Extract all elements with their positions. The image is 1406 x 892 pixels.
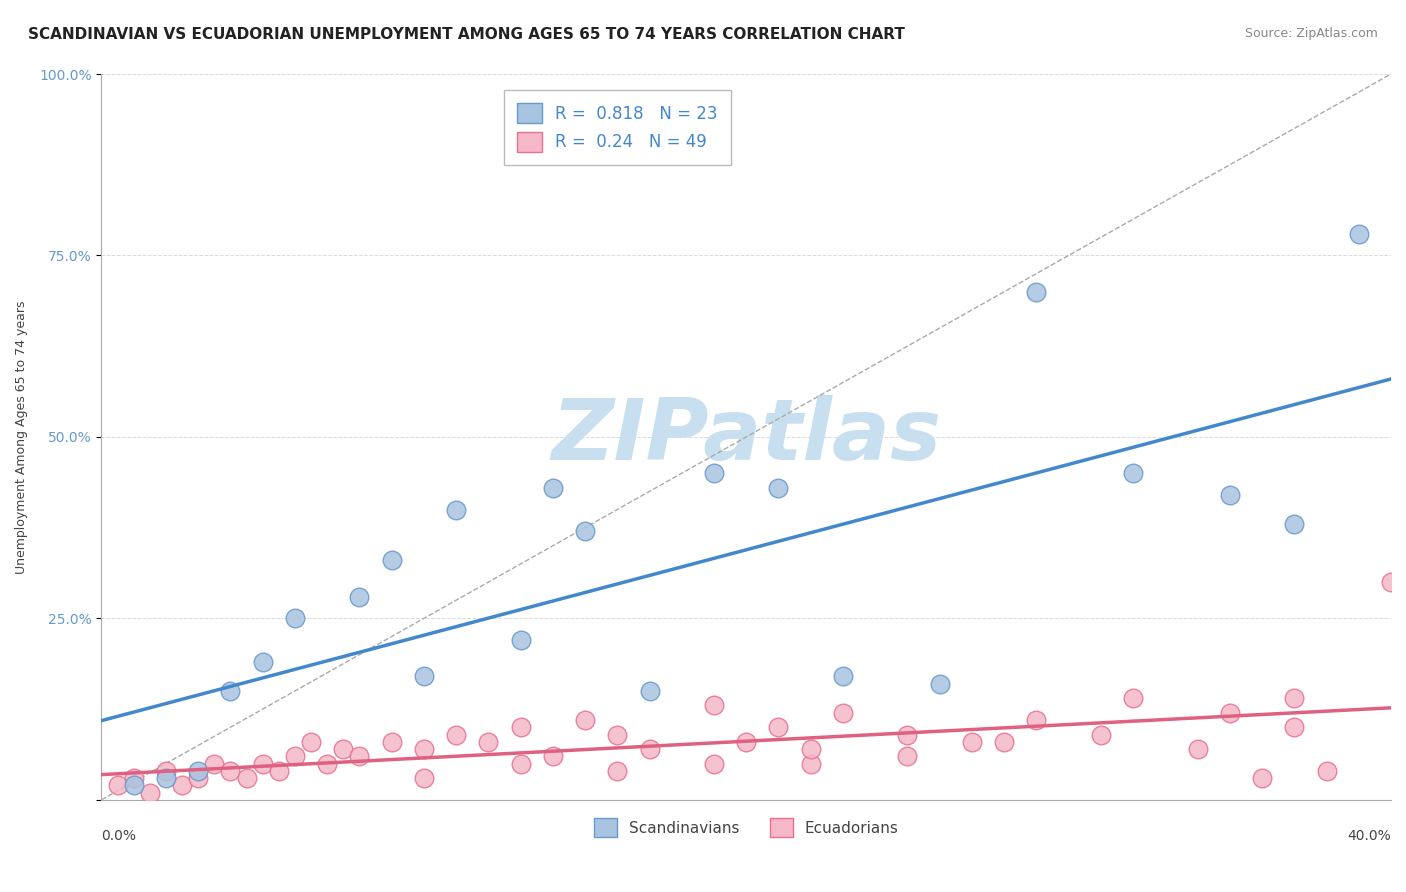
Point [1315,764,1337,778]
Point [1025,285,1047,299]
Point [638,742,661,756]
Point [1219,488,1241,502]
Point [1284,720,1306,734]
Point [252,756,274,771]
Point [703,756,725,771]
Point [381,735,404,749]
Text: ZIPatlas: ZIPatlas [551,395,942,478]
Point [1219,706,1241,720]
Point [444,502,467,516]
Text: SCANDINAVIAN VS ECUADORIAN UNEMPLOYMENT AMONG AGES 65 TO 74 YEARS CORRELATION CH: SCANDINAVIAN VS ECUADORIAN UNEMPLOYMENT … [28,27,905,42]
Point [316,756,339,771]
Point [139,786,162,800]
Point [735,735,758,749]
Point [122,771,145,785]
Point [896,749,918,764]
Point [332,742,354,756]
Point [219,684,242,698]
Point [1284,516,1306,531]
Point [1379,575,1402,590]
Point [509,633,531,648]
Point [606,764,628,778]
Y-axis label: Unemployment Among Ages 65 to 74 years: Unemployment Among Ages 65 to 74 years [15,301,28,574]
Point [155,771,177,785]
Point [541,481,564,495]
Legend: Scandinavians, Ecuadorians: Scandinavians, Ecuadorians [588,812,905,843]
Point [187,771,209,785]
Point [928,676,950,690]
Point [1187,742,1209,756]
Text: 40.0%: 40.0% [1347,829,1391,843]
Point [299,735,322,749]
Point [768,481,790,495]
Point [1025,713,1047,727]
Point [800,756,823,771]
Point [896,727,918,741]
Text: 0.0%: 0.0% [101,829,136,843]
Point [541,749,564,764]
Point [252,655,274,669]
Point [381,553,404,567]
Point [267,764,290,778]
Point [235,771,257,785]
Point [832,669,855,683]
Point [960,735,983,749]
Point [1122,467,1144,481]
Point [155,764,177,778]
Point [219,764,242,778]
Point [638,684,661,698]
Point [412,742,434,756]
Point [412,771,434,785]
Point [107,778,129,792]
Point [202,756,225,771]
Point [509,720,531,734]
Point [574,524,596,539]
Point [703,698,725,713]
Text: Source: ZipAtlas.com: Source: ZipAtlas.com [1244,27,1378,40]
Point [1122,691,1144,706]
Point [574,713,596,727]
Point [284,611,307,625]
Point [1284,691,1306,706]
Point [122,778,145,792]
Point [832,706,855,720]
Point [1347,227,1369,241]
Point [703,467,725,481]
Point [444,727,467,741]
Point [284,749,307,764]
Point [349,590,371,604]
Point [800,742,823,756]
Point [606,727,628,741]
Point [1251,771,1274,785]
Point [349,749,371,764]
Point [768,720,790,734]
Point [993,735,1015,749]
Point [509,756,531,771]
Point [477,735,499,749]
Point [412,669,434,683]
Point [170,778,193,792]
Point [187,764,209,778]
Point [1090,727,1112,741]
